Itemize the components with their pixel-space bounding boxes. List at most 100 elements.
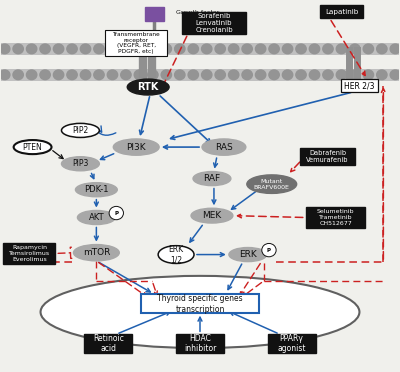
Circle shape [377, 70, 387, 80]
Circle shape [202, 70, 212, 80]
Text: PIP2: PIP2 [72, 126, 88, 135]
Text: HDAC
inhibitor: HDAC inhibitor [184, 334, 216, 353]
Circle shape [363, 70, 374, 80]
Circle shape [40, 70, 50, 80]
FancyBboxPatch shape [4, 243, 55, 264]
Circle shape [26, 44, 37, 54]
Text: Rapamycin
Temsirolimus
Everolimus: Rapamycin Temsirolimus Everolimus [9, 245, 50, 262]
Circle shape [202, 44, 212, 54]
Circle shape [309, 70, 320, 80]
Text: RAF: RAF [203, 174, 220, 183]
Text: Mutant
BRAFV600E: Mutant BRAFV600E [254, 179, 290, 190]
Circle shape [26, 70, 37, 80]
FancyBboxPatch shape [144, 7, 164, 21]
Circle shape [148, 44, 158, 54]
Ellipse shape [191, 208, 233, 223]
Circle shape [336, 70, 347, 80]
Text: P: P [267, 248, 271, 253]
Circle shape [228, 70, 239, 80]
Text: Thyroid specific genes
transcription: Thyroid specific genes transcription [157, 294, 243, 314]
Text: AKT: AKT [88, 213, 104, 222]
Circle shape [188, 44, 198, 54]
Circle shape [109, 206, 124, 220]
FancyBboxPatch shape [306, 207, 366, 228]
Circle shape [256, 44, 266, 54]
Text: Selumetinib
Trametinib
CH512677: Selumetinib Trametinib CH512677 [317, 209, 354, 226]
Text: ERK: ERK [239, 250, 257, 259]
Circle shape [377, 44, 387, 54]
Text: ERK
1/2: ERK 1/2 [168, 245, 184, 264]
Circle shape [107, 44, 118, 54]
Circle shape [262, 243, 276, 257]
Circle shape [175, 70, 185, 80]
Text: Retinoic
acid: Retinoic acid [93, 334, 124, 353]
Circle shape [94, 44, 104, 54]
Circle shape [67, 70, 77, 80]
Circle shape [296, 44, 306, 54]
Circle shape [323, 70, 333, 80]
Circle shape [296, 70, 306, 80]
Circle shape [0, 70, 10, 80]
Ellipse shape [127, 79, 169, 95]
Circle shape [121, 70, 131, 80]
Circle shape [0, 44, 10, 54]
Circle shape [80, 44, 91, 54]
Circle shape [13, 70, 23, 80]
FancyBboxPatch shape [320, 5, 364, 19]
Circle shape [269, 70, 279, 80]
Text: PPARγ
agonist: PPARγ agonist [278, 334, 306, 353]
Ellipse shape [229, 247, 267, 262]
Ellipse shape [247, 175, 297, 193]
Ellipse shape [78, 211, 115, 225]
Ellipse shape [158, 246, 194, 263]
FancyBboxPatch shape [1, 43, 399, 55]
Ellipse shape [202, 139, 246, 155]
Text: mTOR: mTOR [83, 248, 110, 257]
Ellipse shape [14, 140, 52, 154]
Circle shape [282, 70, 293, 80]
Circle shape [161, 44, 172, 54]
Text: MEK: MEK [202, 211, 222, 220]
Circle shape [256, 70, 266, 80]
Circle shape [188, 70, 198, 80]
Text: RAS: RAS [215, 142, 233, 151]
Circle shape [175, 44, 185, 54]
FancyBboxPatch shape [1, 69, 399, 81]
Circle shape [40, 44, 50, 54]
Text: Lapatinib: Lapatinib [325, 9, 358, 15]
Circle shape [215, 44, 225, 54]
Circle shape [161, 70, 172, 80]
FancyBboxPatch shape [141, 294, 259, 314]
Circle shape [309, 44, 320, 54]
Circle shape [390, 70, 400, 80]
Text: PTEN: PTEN [23, 142, 42, 151]
Text: Dabrafenib
Vemurafenib: Dabrafenib Vemurafenib [306, 150, 349, 163]
Circle shape [94, 70, 104, 80]
FancyBboxPatch shape [182, 12, 246, 34]
Circle shape [67, 44, 77, 54]
FancyBboxPatch shape [105, 31, 167, 55]
Circle shape [242, 44, 252, 54]
Circle shape [53, 44, 64, 54]
FancyBboxPatch shape [300, 148, 356, 164]
Circle shape [215, 70, 225, 80]
Circle shape [107, 70, 118, 80]
Circle shape [134, 44, 144, 54]
Text: RTK: RTK [138, 82, 159, 92]
Circle shape [53, 70, 64, 80]
Text: PIP3: PIP3 [72, 159, 89, 168]
FancyBboxPatch shape [84, 334, 132, 353]
Text: P: P [114, 211, 118, 215]
Circle shape [13, 44, 23, 54]
Circle shape [282, 44, 293, 54]
Ellipse shape [62, 157, 99, 171]
Circle shape [269, 44, 279, 54]
Circle shape [323, 44, 333, 54]
Circle shape [336, 44, 347, 54]
FancyBboxPatch shape [340, 80, 378, 92]
Circle shape [350, 70, 360, 80]
Circle shape [134, 70, 144, 80]
Ellipse shape [62, 124, 99, 137]
Circle shape [121, 44, 131, 54]
Text: HER 2/3: HER 2/3 [344, 81, 375, 90]
